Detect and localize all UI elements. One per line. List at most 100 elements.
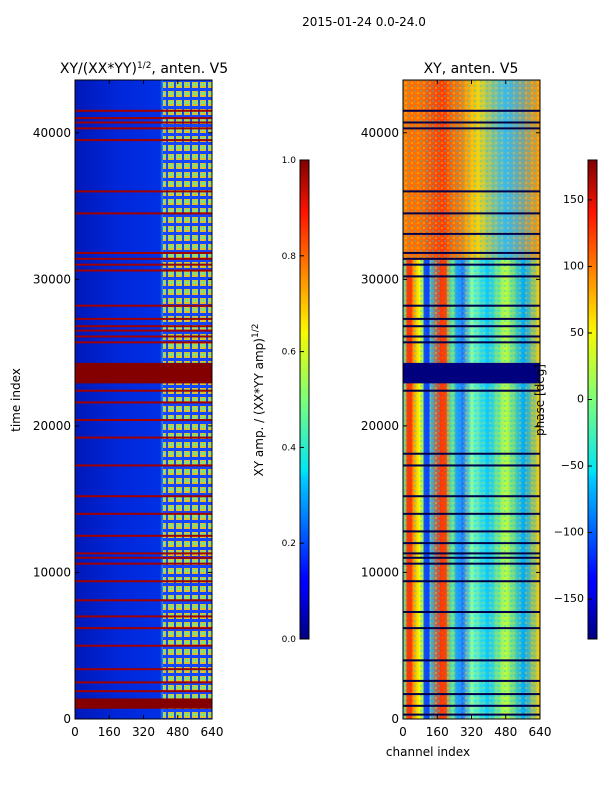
left-y-tick-label: 0 xyxy=(63,712,71,726)
left-x-tick-label: 480 xyxy=(166,725,189,739)
right-flagged-row xyxy=(403,452,540,455)
right-colorbar-tick-label: −100 xyxy=(554,526,584,539)
right-flagged-row xyxy=(403,190,540,193)
left-flagged-row xyxy=(75,190,212,193)
left-flagged-row xyxy=(75,464,212,467)
right-flagged-row xyxy=(403,495,540,498)
left-flagged-row xyxy=(75,599,212,602)
left-flagged-row xyxy=(75,212,212,215)
left-flagged-row xyxy=(75,257,212,260)
left-y-tick-label: 20000 xyxy=(33,419,71,433)
left-flagged-row xyxy=(75,317,212,320)
right-colorbar-tick-label: 100 xyxy=(563,259,584,272)
right-colorbar-label: phase [deg] xyxy=(533,364,547,436)
right-channel-feature xyxy=(455,260,462,719)
right-flagged-row xyxy=(403,679,540,682)
left-flagged-row xyxy=(75,534,212,537)
right-y-tick-label: 30000 xyxy=(361,272,399,286)
right-flagged-row xyxy=(403,464,540,467)
right-panel: XY, anten. V5 0 160 320 480 640 0 10000 20000 3… xyxy=(361,61,552,759)
right-flagged-row xyxy=(403,121,540,124)
left-flagged-row xyxy=(75,495,212,498)
right-flagged-row xyxy=(403,263,540,266)
left-flagged-row xyxy=(75,668,212,671)
left-flagged-row xyxy=(75,121,212,124)
left-x-tick-label: 640 xyxy=(201,725,224,739)
left-colorbar-tick-label: 0.6 xyxy=(282,348,297,358)
right-x-tick-label: 480 xyxy=(494,725,517,739)
left-flagged-row xyxy=(75,304,212,307)
right-x-axis-label: channel index xyxy=(386,745,470,759)
left-colorbar-tick-label: 0.2 xyxy=(282,539,296,549)
right-flagged-row xyxy=(403,304,540,307)
left-heatmap xyxy=(75,80,212,719)
right-saturated-band xyxy=(403,362,540,384)
right-flagged-row xyxy=(403,251,540,254)
left-flagged-row xyxy=(75,329,212,332)
right-channel-feature xyxy=(406,260,413,719)
left-panel: XY/(XX*YY)1/2, anten. V5 0 160 320 480 640 0… xyxy=(9,61,228,739)
right-x-tick-label: 320 xyxy=(460,725,483,739)
right-y-tick-label: 20000 xyxy=(361,419,399,433)
right-flagged-row xyxy=(403,232,540,235)
right-flagged-row xyxy=(403,512,540,515)
right-x-tick-label: 640 xyxy=(529,725,552,739)
right-flagged-row xyxy=(403,275,540,278)
figure-suptitle: 2015-01-24 0.0-24.0 xyxy=(302,15,426,29)
left-flagged-row xyxy=(75,109,212,112)
left-flagged-row xyxy=(75,263,212,266)
right-colorbar-tick-label: −150 xyxy=(554,592,584,605)
left-flagged-row xyxy=(75,556,212,559)
right-colorbar-tick-label: 50 xyxy=(570,326,584,339)
left-flagged-row xyxy=(75,644,212,647)
left-y-tick-label: 10000 xyxy=(33,565,71,579)
right-flagged-row xyxy=(403,389,540,392)
right-flagged-row xyxy=(403,556,540,559)
right-flagged-row xyxy=(403,335,540,338)
left-saturated-band xyxy=(75,698,212,709)
left-flagged-row xyxy=(75,681,212,684)
left-saturated-band xyxy=(75,362,212,384)
right-flagged-row xyxy=(403,212,540,215)
left-flagged-row xyxy=(75,127,212,130)
right-x-tick-label: 160 xyxy=(426,725,449,739)
left-flagged-row xyxy=(75,419,212,422)
left-colorbar-label: XY amp. / (XX*YY amp)1/2 xyxy=(251,324,266,477)
right-channel-feature xyxy=(423,260,430,719)
left-flagged-row xyxy=(75,117,212,120)
left-x-tick-label: 160 xyxy=(98,725,121,739)
left-colorbar-tick-label: 0.0 xyxy=(282,635,297,645)
left-flagged-row xyxy=(75,341,212,344)
right-flagged-row xyxy=(403,580,540,583)
left-flagged-row xyxy=(75,552,212,555)
right-flagged-row xyxy=(403,109,540,112)
right-colorbar: 150 100 50 0 −50 −100 −150 phase [deg] xyxy=(533,159,598,640)
right-flagged-row xyxy=(403,530,540,533)
right-x-tick-label: 0 xyxy=(399,725,407,739)
right-panel-title: XY, anten. V5 xyxy=(424,61,519,77)
right-colorbar-tick-label: 0 xyxy=(577,393,584,406)
left-flagged-row xyxy=(75,690,212,693)
right-flagged-row xyxy=(403,562,540,565)
right-y-tick-label: 10000 xyxy=(361,565,399,579)
left-flagged-row xyxy=(75,389,212,392)
left-colorbar-tick-label: 1.0 xyxy=(282,156,297,166)
right-flagged-row xyxy=(403,713,540,716)
left-flagged-row xyxy=(75,139,212,142)
right-heatmap xyxy=(403,80,540,719)
right-flagged-row xyxy=(403,257,540,260)
left-x-tick-label: 320 xyxy=(132,725,155,739)
right-flagged-row xyxy=(403,552,540,555)
left-y-tick-label: 40000 xyxy=(33,126,71,140)
right-colorbar-tick-label: −50 xyxy=(561,459,584,472)
left-colorbar: 0.0 0.2 0.4 0.6 0.8 1.0 XY amp. / (XX*YY amp)… xyxy=(251,156,310,645)
left-colorbar-tick-label: 0.8 xyxy=(282,252,297,262)
left-flagged-row xyxy=(75,401,212,404)
left-flagged-row xyxy=(75,562,212,565)
right-flagged-row xyxy=(403,542,540,545)
left-flagged-row xyxy=(75,580,212,583)
left-y-axis-label: time index xyxy=(9,368,23,432)
right-colorbar-tick-label: 150 xyxy=(563,193,584,206)
right-flagged-row xyxy=(403,659,540,662)
